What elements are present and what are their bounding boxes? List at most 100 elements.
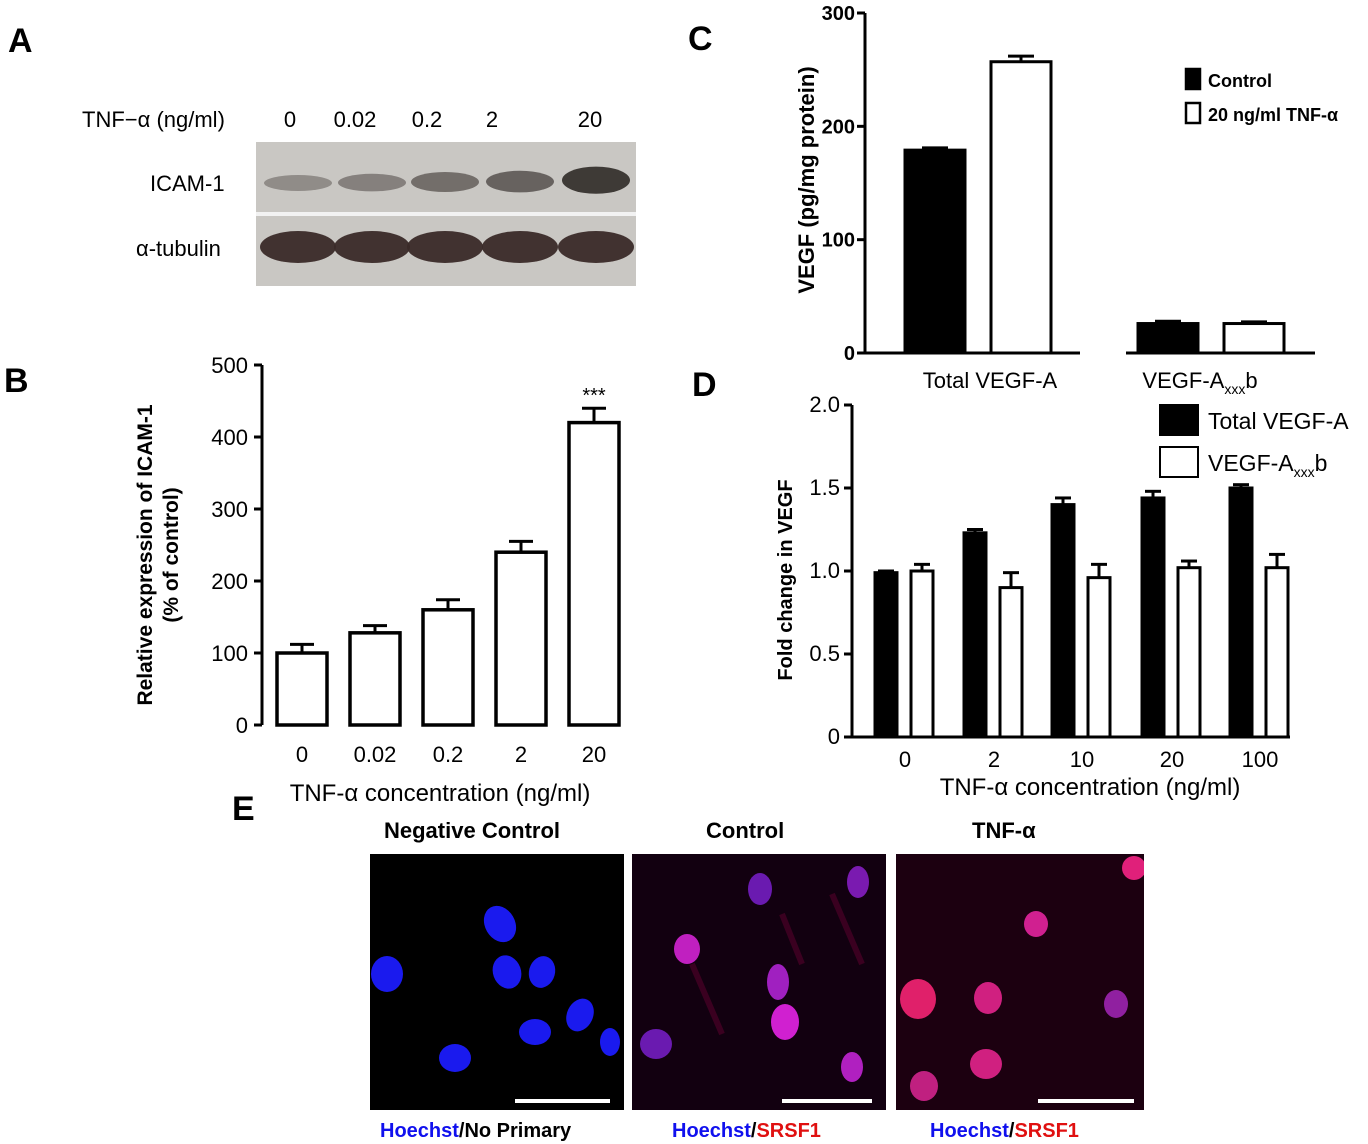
y-tick-label: 400 [211,425,248,450]
panel-d-letter: D [692,366,717,404]
scale-bar [782,1099,872,1103]
negative-control-nuclei [371,905,620,1072]
x-tick-label: Total VEGF-A [923,368,1058,393]
scale-bar [1038,1099,1134,1103]
bar [1264,566,1290,739]
blot-row-label-icam1: ICAM-1 [150,171,225,196]
bar [989,60,1053,355]
caption-separator: / [1008,1120,1015,1142]
chart-c-vegf-levels: 0 100 200 300 Total VEGF-A VEGF-Axxxb VEGF (pg… [794,3,1338,395]
x-axis-label: TNF-α concentration (ng/ml) [290,780,591,807]
micrograph-control [632,854,886,1110]
bar [1228,486,1254,739]
y-tick-label: 200 [822,116,855,138]
bar [1176,566,1202,739]
icam1-band [338,173,406,192]
panel-b-letter: B [4,362,29,400]
x-tick-label: 20 [1160,747,1184,772]
icam1-band [264,175,332,191]
y-axis-label: Relative expression of ICAM-1 [134,404,157,705]
bar [275,651,329,727]
legend-swatch [1159,446,1199,478]
tubulin-band [482,231,558,263]
bar [909,569,935,739]
legend-label: 20 ng/ml TNF-α [1208,105,1338,125]
x-tick-label: 0 [296,742,308,767]
y-axis-label: Fold change in VEGF [775,479,797,680]
bar [903,148,967,355]
tnf-nuclei [896,854,1144,1110]
blot-lane-label: 2 [485,107,499,132]
bar [1086,576,1112,739]
caption-hoechst: Hoechst [380,1120,459,1142]
legend-label: Total VEGF-A [1208,408,1349,434]
x-tick-label: 100 [1242,747,1279,772]
legend-swatch [1184,101,1202,125]
legend-label: VEGF-Axxxb [1208,450,1327,480]
x-tick-label: 0 [899,747,911,772]
bar [1136,322,1200,355]
micrograph-tnf [896,854,1144,1110]
y-tick-label: 200 [211,569,248,594]
x-tick-label: 0.02 [354,742,397,767]
control-nuclei [632,854,886,1110]
caption-negative-control: Hoechst/No Primary [380,1120,571,1143]
blot-lane-label: 0.02 [333,107,377,132]
bar [494,550,548,727]
micrograph-negative-control [370,854,624,1110]
y-axis-label-2: (% of control) [160,487,183,622]
caption-hoechst: Hoechst [672,1120,751,1142]
panel-a-letter: A [8,22,33,60]
y-axis-label-group: Fold change in VEGF [775,479,797,680]
blot-lane-label: 0 [283,107,297,132]
x-axis-label: TNF-α concentration (ng/ml) [940,774,1241,801]
blot-lane-label: 0.2 [411,107,443,132]
caption-tnf: Hoechst/SRSF1 [930,1120,1079,1143]
legend-label: Control [1208,71,1272,91]
micrograph-title-control: Control [706,818,785,843]
blot-treatment-header: TNF−α (ng/ml) [82,107,225,132]
tubulin-band [558,231,634,263]
x-tick-label: 20 [582,742,606,767]
y-tick-label: 300 [822,3,855,25]
tubulin-band [407,231,483,263]
icam1-band [411,172,479,192]
panel-e-letter: E [232,790,255,828]
y-tick-label: 100 [822,230,855,252]
western-blot-image [256,142,636,286]
y-tick-label: 0 [828,724,840,749]
blot-row-label-tubulin: α-tubulin [136,236,221,261]
panel-c-letter: C [688,20,713,58]
bar [962,531,988,739]
x-tick-label: 10 [1070,747,1094,772]
y-tick-label: 0 [844,343,855,365]
y-tick-label: 500 [211,353,248,378]
scale-bar [515,1099,610,1103]
bar [567,420,621,727]
caption-control: Hoechst/SRSF1 [672,1120,821,1143]
legend-swatch [1159,404,1199,436]
caption-separator: / [750,1120,757,1142]
caption-no-primary: No Primary [464,1120,572,1142]
bar [1140,496,1166,739]
micrograph-title-tnf: TNF-α [972,818,1036,843]
chart-b-relative-icam1: 0 100 200 300 400 500 0 0.02 0.2 2 20 *** TNF-α conc… [134,353,621,807]
legend-swatch [1184,67,1202,91]
y-tick-label: 0.5 [809,641,840,666]
y-tick-label: 1.5 [809,475,840,500]
y-tick-label: 2.0 [809,395,840,417]
bar [998,586,1024,739]
y-tick-label: 300 [211,497,248,522]
micrograph-title-negative-control: Negative Control [384,818,561,843]
y-tick-label: 1.0 [809,558,840,583]
caption-separator: / [458,1120,465,1142]
significance-label: *** [582,385,606,407]
tubulin-band [260,231,336,263]
y-axis-label-group: Relative expression of ICAM-1 (% of contr… [134,404,183,705]
bar [1222,322,1286,355]
blot-lane-label: 20 [577,107,603,132]
bar [873,571,899,739]
icam1-band [562,166,630,194]
caption-srsf1: SRSF1 [1014,1120,1079,1142]
caption-hoechst: Hoechst [930,1120,1009,1142]
